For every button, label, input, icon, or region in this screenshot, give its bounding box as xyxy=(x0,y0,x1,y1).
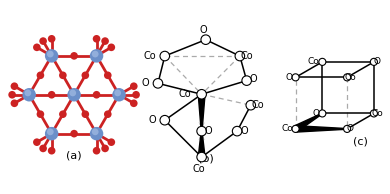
Circle shape xyxy=(292,74,299,81)
Circle shape xyxy=(69,90,76,96)
Circle shape xyxy=(25,90,31,96)
Circle shape xyxy=(235,51,245,61)
Circle shape xyxy=(90,49,103,63)
Text: Co: Co xyxy=(307,57,319,66)
Circle shape xyxy=(292,125,299,133)
Circle shape xyxy=(104,72,112,79)
Circle shape xyxy=(197,152,206,162)
Circle shape xyxy=(37,110,44,118)
Circle shape xyxy=(160,115,170,125)
Text: Co: Co xyxy=(371,109,383,118)
Text: O: O xyxy=(285,73,292,82)
Text: Co: Co xyxy=(179,89,191,99)
Circle shape xyxy=(39,145,47,152)
Polygon shape xyxy=(294,113,323,132)
Circle shape xyxy=(93,91,100,99)
Text: Co: Co xyxy=(344,73,356,82)
Circle shape xyxy=(8,91,16,99)
Circle shape xyxy=(45,49,58,63)
Circle shape xyxy=(59,110,67,118)
Text: (a): (a) xyxy=(66,150,82,160)
Circle shape xyxy=(130,100,138,107)
Text: O: O xyxy=(374,57,381,66)
Circle shape xyxy=(108,43,115,51)
Circle shape xyxy=(370,110,378,117)
Polygon shape xyxy=(198,131,205,157)
Circle shape xyxy=(130,82,138,90)
Circle shape xyxy=(197,126,206,136)
Text: O: O xyxy=(199,25,207,35)
Circle shape xyxy=(67,88,81,101)
Circle shape xyxy=(93,147,100,155)
Circle shape xyxy=(232,126,242,136)
Text: O: O xyxy=(347,124,354,133)
Polygon shape xyxy=(198,94,205,131)
Circle shape xyxy=(47,51,54,57)
Circle shape xyxy=(48,35,55,43)
Circle shape xyxy=(48,147,55,155)
Circle shape xyxy=(344,125,351,133)
Circle shape xyxy=(33,138,41,146)
Circle shape xyxy=(59,72,67,79)
Circle shape xyxy=(101,145,109,152)
Circle shape xyxy=(104,110,112,118)
Text: (b): (b) xyxy=(198,154,214,164)
Circle shape xyxy=(48,91,55,99)
Circle shape xyxy=(37,72,44,79)
Text: Co: Co xyxy=(240,51,253,61)
Circle shape xyxy=(82,110,89,118)
Text: O: O xyxy=(250,74,257,84)
Circle shape xyxy=(160,51,170,61)
Circle shape xyxy=(92,51,99,57)
Circle shape xyxy=(319,110,326,117)
Circle shape xyxy=(82,72,89,79)
Text: O: O xyxy=(312,109,319,118)
Circle shape xyxy=(319,58,326,65)
Circle shape xyxy=(45,127,58,140)
Circle shape xyxy=(201,35,211,44)
Circle shape xyxy=(70,52,78,60)
Text: O: O xyxy=(149,115,156,125)
Circle shape xyxy=(90,127,103,140)
Circle shape xyxy=(33,43,41,51)
Circle shape xyxy=(246,100,255,110)
Circle shape xyxy=(11,100,18,107)
Text: Co: Co xyxy=(281,124,293,133)
Circle shape xyxy=(93,35,100,43)
Circle shape xyxy=(101,37,109,45)
Circle shape xyxy=(197,89,206,99)
Text: (c): (c) xyxy=(353,136,368,146)
Text: Co: Co xyxy=(193,164,205,174)
Circle shape xyxy=(132,91,140,99)
Circle shape xyxy=(344,74,351,81)
Text: O: O xyxy=(205,126,212,136)
Circle shape xyxy=(39,37,47,45)
Circle shape xyxy=(112,88,126,101)
Circle shape xyxy=(108,138,115,146)
Circle shape xyxy=(23,88,36,101)
Circle shape xyxy=(153,79,163,88)
Text: Co: Co xyxy=(251,100,264,110)
Circle shape xyxy=(242,76,252,85)
Circle shape xyxy=(47,128,54,135)
Circle shape xyxy=(70,130,78,138)
Circle shape xyxy=(11,82,18,90)
Circle shape xyxy=(92,128,99,135)
Circle shape xyxy=(114,90,121,96)
Text: O: O xyxy=(142,78,149,88)
Text: O: O xyxy=(240,126,248,136)
Text: Co: Co xyxy=(144,51,156,61)
Circle shape xyxy=(370,58,378,65)
Polygon shape xyxy=(296,126,347,132)
